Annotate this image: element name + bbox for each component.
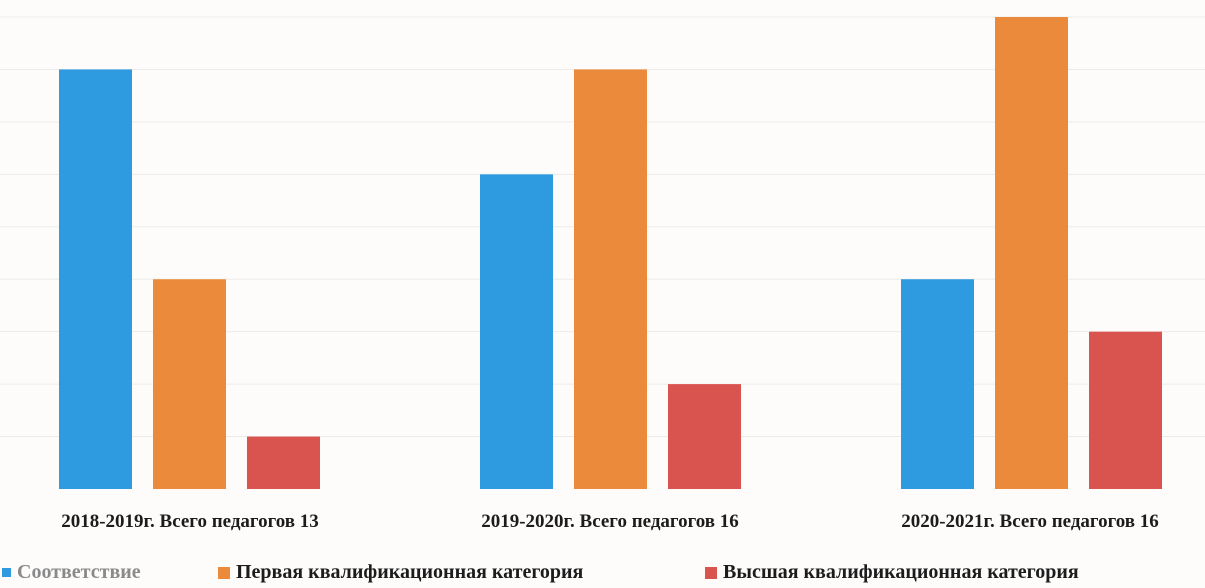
legend-item-pervaya: Первая квалификационная категория: [218, 561, 583, 584]
bar-chart: 2018-2019г. Всего педагогов 13 2019-2020г…: [0, 16, 1205, 532]
legend-swatch-sootvetstvie: [2, 568, 11, 577]
legend: Соответствие Первая квалификационная кат…: [0, 561, 1205, 588]
category-label: 2020-2021г. Всего педагогов 16: [901, 511, 1159, 532]
bar-2-series-3: [668, 384, 741, 489]
legend-label-pervaya: Первая квалификационная категория: [236, 561, 584, 583]
category-labels: 2018-2019г. Всего педагогов 13 2019-2020г…: [61, 511, 1159, 532]
bar-1-series-1: [59, 69, 132, 489]
bar-3-series-2: [995, 17, 1068, 489]
legend-swatch-vysshaya: [705, 566, 717, 579]
bar-3-series-1: [901, 279, 974, 489]
bar-3-series-3: [1089, 331, 1162, 489]
bar-1-series-2: [153, 279, 226, 489]
legend-item-sootvetstvie: Соответствие: [2, 561, 141, 584]
legend-label-sootvetstvie: Соответствие: [17, 561, 141, 583]
bar-1-series-3: [247, 436, 320, 489]
bars: [59, 17, 1162, 490]
category-label: 2018-2019г. Всего педагогов 13: [61, 511, 319, 532]
bar-2-series-1: [480, 174, 553, 490]
legend-label-vysshaya: Высшая квалификационная категория: [723, 561, 1079, 583]
category-label: 2019-2020г. Всего педагогов 16: [481, 511, 739, 532]
bar-2-series-2: [574, 69, 647, 489]
legend-swatch-pervaya: [218, 566, 230, 579]
legend-item-vysshaya: Высшая квалификационная категория: [705, 561, 1079, 584]
